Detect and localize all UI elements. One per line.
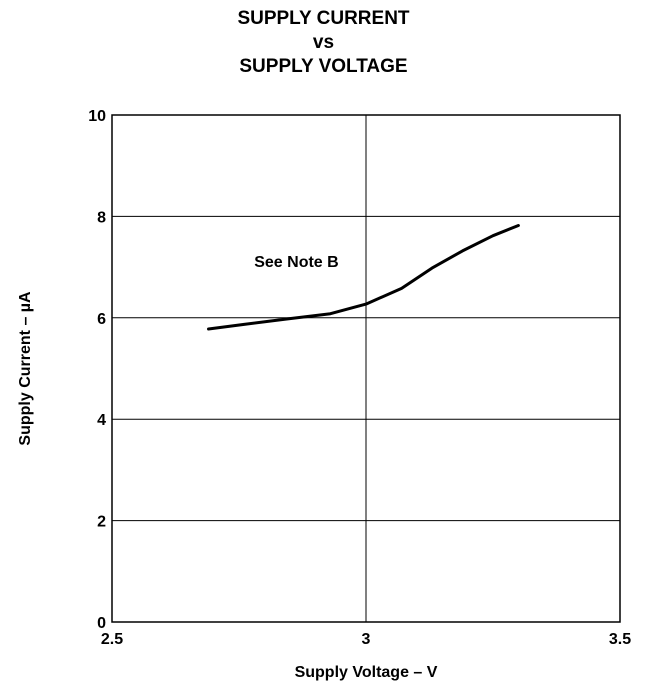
- x-tick-label: 3.5: [609, 631, 631, 648]
- chart-title-line-2: vs: [312, 32, 335, 53]
- chart-title-line-3: SUPPLY VOLTAGE: [239, 56, 408, 77]
- plot-frame: [111, 114, 621, 623]
- series-line-0: [207, 224, 520, 331]
- y-tick-label: 0: [97, 615, 106, 632]
- y-axis-label: Supply Current – µA: [17, 291, 34, 446]
- x-tick-label: 3: [362, 631, 371, 648]
- y-tick-label: 4: [97, 412, 106, 429]
- x-tick-label: 2.5: [101, 631, 123, 648]
- y-tick-label: 6: [97, 311, 106, 328]
- y-tick-label: 8: [97, 209, 106, 226]
- y-tick-label: 2: [97, 514, 106, 531]
- x-axis-label: Supply Voltage – V: [295, 664, 438, 681]
- y-tick-label: 10: [88, 108, 106, 125]
- annotation-see-note-b: See Note B: [254, 254, 338, 271]
- chart-title-line-1: SUPPLY CURRENT: [237, 8, 410, 29]
